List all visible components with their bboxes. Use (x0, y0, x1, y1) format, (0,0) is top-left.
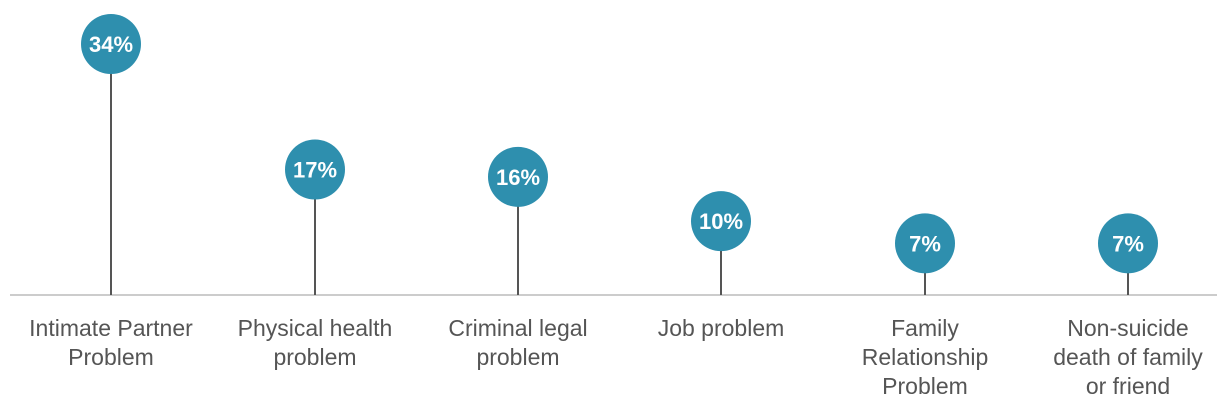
category-label-line: Job problem (657, 315, 785, 341)
category-label-line: problem (476, 344, 560, 370)
category-label-line: Relationship (861, 344, 989, 370)
category-label: Family Relationship Problem (825, 314, 1025, 401)
category-label: Job problem (621, 314, 821, 343)
category-label: Intimate Partner Problem (11, 314, 211, 372)
lollipop-marker (285, 139, 345, 200)
category-label: Criminal legal problem (418, 314, 618, 372)
category-label-line: death of family (1053, 344, 1203, 370)
data-label: 16% (496, 165, 540, 190)
data-label: 10% (699, 209, 743, 234)
category-label: Non-suicide death of family or friend (1028, 314, 1227, 401)
category-label-line: Intimate Partner (29, 315, 193, 341)
category-label-line: Criminal legal (448, 315, 588, 341)
lollipop-marker (691, 191, 751, 252)
category-label-line: problem (273, 344, 357, 370)
lollipop-marker (1098, 213, 1158, 274)
data-label: 7% (1112, 231, 1144, 256)
lollipop-marker (81, 14, 141, 74)
category-label-line: Problem (882, 373, 968, 399)
category-label-line: Family (891, 315, 959, 341)
category-label-line: Physical health (237, 315, 393, 341)
category-label-line: Problem (68, 344, 154, 370)
category-label-line: Non-suicide (1067, 315, 1189, 341)
data-label: 17% (293, 158, 337, 183)
category-label: Physical health problem (215, 314, 415, 372)
lollipop-marker (895, 213, 955, 274)
data-label: 7% (909, 231, 941, 256)
lollipop-marker (488, 146, 548, 207)
category-label-line: or friend (1085, 373, 1171, 399)
data-label: 34% (89, 32, 133, 57)
